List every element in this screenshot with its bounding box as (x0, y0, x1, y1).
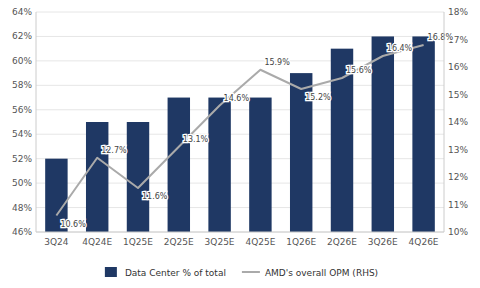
chart: 46%48%50%52%54%56%58%60%62%64%10%11%12%1… (0, 0, 480, 288)
bar (86, 122, 108, 232)
data-label: 12.7% (101, 146, 127, 155)
x-tick-label: 4Q25E (245, 237, 275, 247)
y2-tick-label: 13% (448, 145, 468, 155)
y-tick-label: 50% (12, 178, 32, 188)
y2-tick-label: 18% (448, 7, 468, 17)
x-tick-label: 3Q24 (44, 237, 69, 247)
bar (127, 122, 149, 232)
y-tick-label: 56% (12, 105, 32, 115)
data-label: 16.8% (428, 33, 454, 42)
plot-area (45, 36, 435, 232)
x-tick-label: 2Q25E (164, 237, 194, 247)
legend-swatch (242, 271, 260, 273)
bar (208, 98, 230, 232)
x-tick-label: 3Q25E (205, 237, 235, 247)
y2-axis-line (444, 12, 445, 232)
y-tick-label: 64% (12, 7, 32, 17)
bar (168, 98, 190, 232)
y-axis-line (36, 12, 37, 232)
y-tick-label: 58% (12, 80, 32, 90)
y-tick-label: 54% (12, 129, 32, 139)
legend-item: AMD's overall OPM (RHS) (242, 268, 378, 278)
x-tick-label: 4Q24E (82, 237, 112, 247)
x-axis-line (36, 232, 444, 233)
data-label: 14.6% (224, 94, 250, 103)
grid-line (36, 12, 444, 13)
y2-tick-label: 11% (448, 200, 468, 210)
data-label: 15.6% (346, 66, 372, 75)
data-label: 13.1% (183, 135, 209, 144)
y-tick-label: 62% (12, 31, 32, 41)
line (56, 45, 423, 216)
x-tick-label: 1Q26E (286, 237, 316, 247)
y2-tick-label: 14% (448, 117, 468, 127)
bar (249, 98, 271, 232)
legend-label: Data Center % of total (125, 268, 226, 278)
axes: 46%48%50%52%54%56%58%60%62%64%10%11%12%1… (12, 7, 468, 247)
y2-tick-label: 16% (448, 62, 468, 72)
legend-swatch (105, 267, 117, 277)
y2-tick-label: 10% (448, 227, 468, 237)
x-tick-label: 1Q25E (123, 237, 153, 247)
bar (331, 49, 353, 232)
data-label: 15.9% (264, 58, 290, 67)
y-tick-label: 48% (12, 203, 32, 213)
y-tick-label: 60% (12, 56, 32, 66)
data-label: 10.6% (60, 220, 86, 229)
bar (372, 36, 394, 232)
y2-tick-label: 15% (448, 90, 468, 100)
y-tick-label: 46% (12, 227, 32, 237)
legend-label: AMD's overall OPM (RHS) (265, 268, 378, 278)
x-tick-label: 3Q26E (368, 237, 398, 247)
legend-item: Data Center % of total (105, 267, 226, 278)
x-tick-label: 4Q26E (409, 237, 439, 247)
grid-line (36, 232, 444, 233)
x-tick-label: 2Q26E (327, 237, 357, 247)
y2-tick-label: 12% (448, 172, 468, 182)
data-label: 16.4% (387, 44, 413, 53)
legend: Data Center % of total AMD's overall OPM … (105, 267, 378, 278)
data-label: 11.6% (142, 192, 168, 201)
bar (412, 36, 434, 232)
data-labels: 10.6% 12.7% 11.6% 13.1% 14.6% 15.9% 15.2% 15.6%… (60, 33, 453, 229)
data-label: 15.2% (305, 93, 331, 102)
y-tick-label: 52% (12, 154, 32, 164)
